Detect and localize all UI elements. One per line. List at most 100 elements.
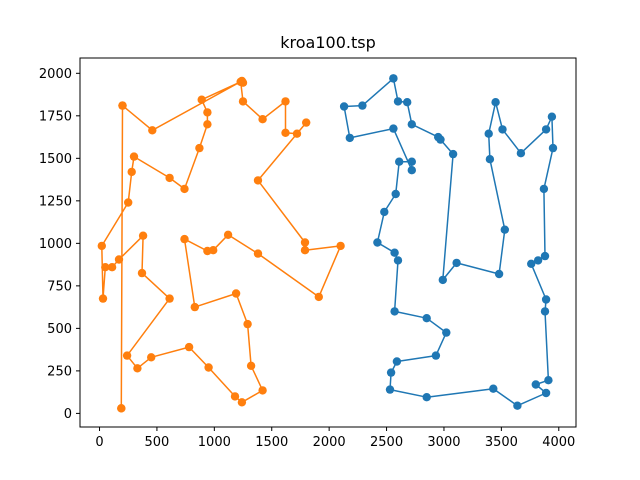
series-1-point	[531, 380, 540, 389]
series-1-point	[489, 384, 498, 393]
series-2-point	[129, 152, 139, 161]
series-2-point	[101, 263, 110, 272]
x-tick-label: 3500	[485, 435, 518, 450]
series-1-point	[498, 125, 507, 134]
series-1-point	[533, 256, 543, 265]
series-2-point	[184, 342, 194, 352]
x-tick-label: 1500	[255, 435, 288, 450]
chart-title: kroa100.tsp	[280, 33, 375, 52]
series-2-point	[223, 230, 233, 239]
series-2-point	[165, 294, 174, 303]
series-1-point	[442, 328, 451, 337]
series-1-point	[494, 269, 504, 279]
y-tick-label: 500	[47, 322, 72, 337]
series-1-point	[539, 184, 549, 194]
series-2-point	[203, 120, 212, 129]
series-2-point	[253, 249, 263, 258]
series-1-point	[547, 112, 557, 121]
series-1-point	[500, 225, 509, 234]
series-1-point	[422, 393, 431, 402]
x-tick-label: 1000	[198, 435, 231, 450]
series-2-point	[97, 241, 107, 251]
series-2-point	[302, 118, 311, 127]
series-2-point	[137, 268, 147, 278]
series-1	[339, 74, 558, 410]
series-1-point	[544, 376, 553, 385]
x-tick-label: 500	[145, 435, 170, 450]
series-2-point	[117, 404, 126, 413]
series-2-point	[180, 184, 189, 194]
series-1-point	[436, 135, 445, 144]
series-2-point	[281, 128, 290, 137]
series-2-point	[292, 129, 302, 138]
series-1-point	[373, 238, 382, 247]
y-tick-label: 0	[64, 407, 72, 422]
series-2-point	[114, 255, 124, 264]
x-tick-label: 3000	[427, 435, 460, 450]
series-1-point	[484, 129, 493, 138]
y-tick-label: 250	[47, 364, 72, 379]
series-1-point	[485, 155, 495, 164]
series-1-point	[431, 351, 441, 360]
series-2-point	[231, 289, 241, 298]
y-tick-label: 750	[47, 279, 72, 294]
series-2-point	[138, 231, 148, 240]
series-2-point	[122, 351, 132, 360]
series-2-point	[133, 364, 142, 373]
series-1-point	[392, 357, 402, 366]
series-1-point	[541, 388, 551, 398]
series-2-point	[243, 319, 252, 329]
series-1-point	[407, 157, 416, 166]
x-tick-label: 4000	[542, 435, 575, 450]
series-2-point	[314, 292, 323, 302]
series-2-point	[238, 97, 248, 106]
series-1-point	[389, 124, 398, 133]
series-1-point	[345, 133, 354, 143]
series-1-point	[541, 295, 551, 304]
series-2-point	[203, 108, 212, 117]
series-2-point	[124, 198, 133, 207]
y-tick-label: 2000	[39, 67, 72, 82]
series-2-point	[300, 246, 310, 255]
series-1-point	[390, 248, 399, 257]
series-2-point	[258, 386, 267, 395]
series-2-point	[190, 302, 199, 312]
y-tick-label: 1750	[39, 109, 72, 124]
y-tick-label: 1250	[39, 194, 72, 209]
series-1-point	[407, 166, 416, 175]
series-1-point	[386, 368, 396, 377]
x-tick-label: 2500	[370, 435, 403, 450]
series-2-point	[195, 143, 204, 153]
series-1-point	[390, 307, 399, 316]
y-tick-label: 1500	[39, 152, 72, 167]
series-1-point	[513, 401, 522, 410]
series-layer	[97, 74, 558, 413]
series-1-point	[491, 98, 500, 107]
series-2-point	[253, 176, 263, 185]
series-1-point	[385, 385, 395, 394]
series-1-point	[541, 125, 551, 134]
x-tick-label: 0	[95, 435, 103, 450]
series-1-point	[395, 157, 404, 166]
y-tick-label: 1000	[39, 237, 72, 252]
series-2-point	[165, 173, 174, 183]
series-1-point	[339, 102, 349, 111]
series-1-point	[516, 149, 526, 158]
series-2-point	[237, 76, 247, 86]
series-2-point	[197, 95, 206, 104]
series-2-point	[107, 263, 117, 272]
series-1-point	[358, 101, 367, 110]
series-2-point	[148, 126, 157, 135]
plot-frame	[79, 57, 577, 428]
series-2-point	[203, 246, 212, 256]
series-1-point	[548, 143, 558, 153]
series-2-point	[98, 294, 108, 303]
series-2-point	[147, 353, 156, 362]
series-2-point	[127, 167, 136, 177]
series-1-point	[407, 120, 416, 129]
series-1-point	[540, 251, 550, 261]
series-1-point	[438, 275, 447, 285]
series-1-point	[380, 207, 389, 217]
series-2-point	[230, 392, 240, 401]
